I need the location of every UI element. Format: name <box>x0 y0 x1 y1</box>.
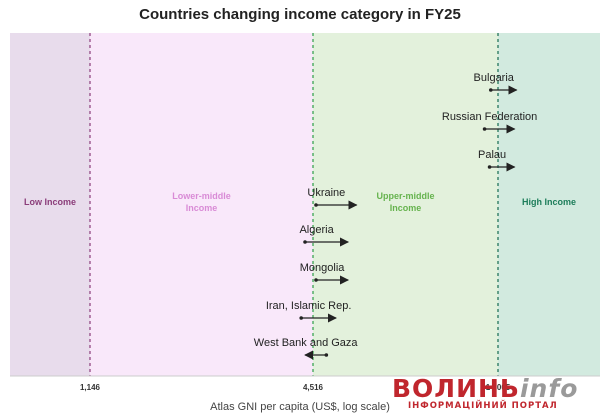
country-label-algeria: Algeria <box>299 224 334 236</box>
country-label-russian-federation: Russian Federation <box>442 111 537 123</box>
chart-title: Countries changing income category in FY… <box>139 6 461 23</box>
band-low-income <box>10 33 90 376</box>
band-label-low-income: Low Income <box>24 197 76 207</box>
tick-label-4-516: 4,516 <box>303 383 324 392</box>
country-label-mongolia: Mongolia <box>300 262 346 274</box>
band-lower-middle-income <box>90 33 313 376</box>
tick-label-14-005: 14,005 <box>486 383 511 392</box>
band-label-lower-middle-income: Lower-middle Income <box>172 191 231 213</box>
series-row-west-bank-and-gaza: West Bank and Gaza <box>254 337 359 360</box>
country-label-iran-islamic-rep: Iran, Islamic Rep. <box>266 300 352 312</box>
series-row-russian-federation: Russian Federation <box>442 111 537 134</box>
series-row-palau: Palau <box>478 149 516 172</box>
start-dot-west-bank-and-gaza <box>324 353 329 357</box>
country-label-bulgaria: Bulgaria <box>474 72 515 84</box>
series-row-mongolia: Mongolia <box>300 262 350 285</box>
x-axis-label: Atlas GNI per capita (US$, log scale) <box>210 401 390 413</box>
start-dot-algeria <box>303 240 307 244</box>
series-row-algeria: Algeria <box>299 224 350 247</box>
country-label-palau: Palau <box>478 149 506 161</box>
series-row-ukraine: Ukraine <box>307 187 358 210</box>
tick-label-1-146: 1,146 <box>80 383 101 392</box>
country-label-ukraine: Ukraine <box>307 187 345 199</box>
start-dot-iran-islamic-rep <box>299 316 304 320</box>
start-dot-ukraine <box>314 203 318 207</box>
start-dot-palau <box>487 165 492 169</box>
start-dot-bulgaria <box>488 88 493 92</box>
start-dot-mongolia <box>314 278 318 282</box>
country-label-west-bank-and-gaza: West Bank and Gaza <box>254 337 359 349</box>
start-dot-russian-federation <box>482 127 487 131</box>
series-row-iran-islamic-rep: Iran, Islamic Rep. <box>266 300 352 323</box>
series-row-bulgaria: Bulgaria <box>474 72 518 95</box>
band-label-high-income: High Income <box>522 197 576 207</box>
band-label-upper-middle-income: Upper-middle Income <box>376 191 434 213</box>
